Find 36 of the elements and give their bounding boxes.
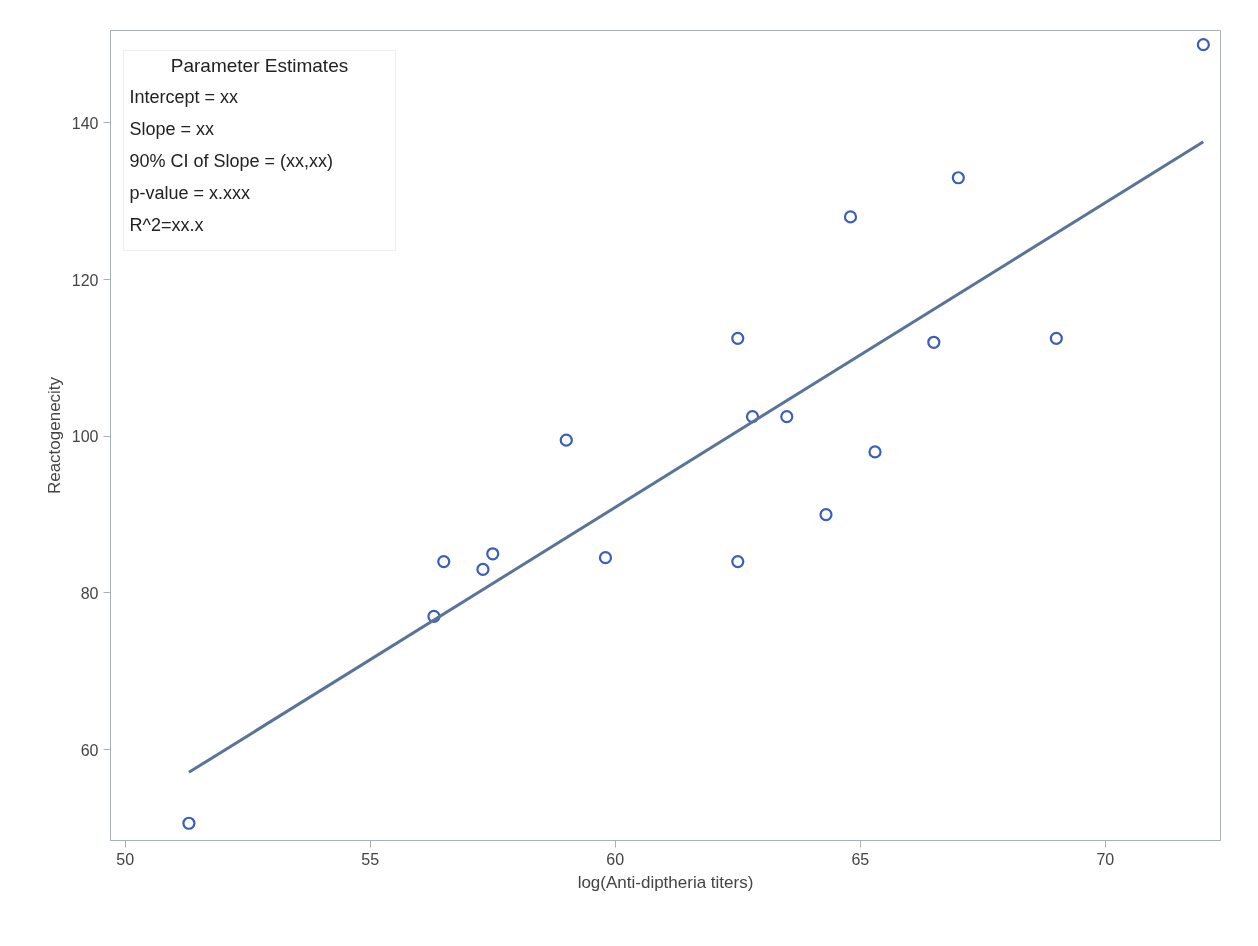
point xyxy=(731,555,745,569)
annotation: Parameter Estimates xyxy=(170,54,349,76)
annotation: R^2=xx.x xyxy=(129,214,204,235)
point xyxy=(437,555,451,569)
point xyxy=(927,335,941,349)
x-tick-label: 60 xyxy=(606,850,625,868)
point xyxy=(780,410,794,424)
y-tick-label: 60 xyxy=(80,741,99,759)
point xyxy=(868,445,882,459)
point xyxy=(1049,331,1063,345)
point xyxy=(182,816,196,830)
y-tick-label: 120 xyxy=(71,271,99,289)
point xyxy=(427,609,441,624)
x-tick-label: 55 xyxy=(361,850,380,868)
point xyxy=(559,433,573,447)
point xyxy=(486,547,500,561)
annotation: 90% CI of Slope = (xx,xx) xyxy=(129,150,334,171)
annotation: Intercept = xx xyxy=(129,86,239,107)
y-axis-title: Reactogenecity xyxy=(44,376,64,495)
point xyxy=(951,171,965,185)
annotation: p-value = x.xxx xyxy=(129,182,251,203)
point xyxy=(476,562,490,577)
x-tick-label: 50 xyxy=(116,850,135,868)
x-axis-title: log(Anti-diptheria titers) xyxy=(577,872,754,892)
point xyxy=(843,210,858,224)
point xyxy=(1196,38,1210,52)
y-tick-label: 80 xyxy=(80,584,99,602)
x-tick-label: 65 xyxy=(851,850,870,868)
y-tick-label: 140 xyxy=(71,114,99,132)
point xyxy=(731,331,745,345)
annotation: Slope = xx xyxy=(129,118,215,139)
point xyxy=(819,508,833,522)
y-tick-label: 100 xyxy=(71,428,99,446)
x-tick-label: 70 xyxy=(1096,850,1115,868)
point xyxy=(598,551,613,565)
point xyxy=(745,410,760,424)
